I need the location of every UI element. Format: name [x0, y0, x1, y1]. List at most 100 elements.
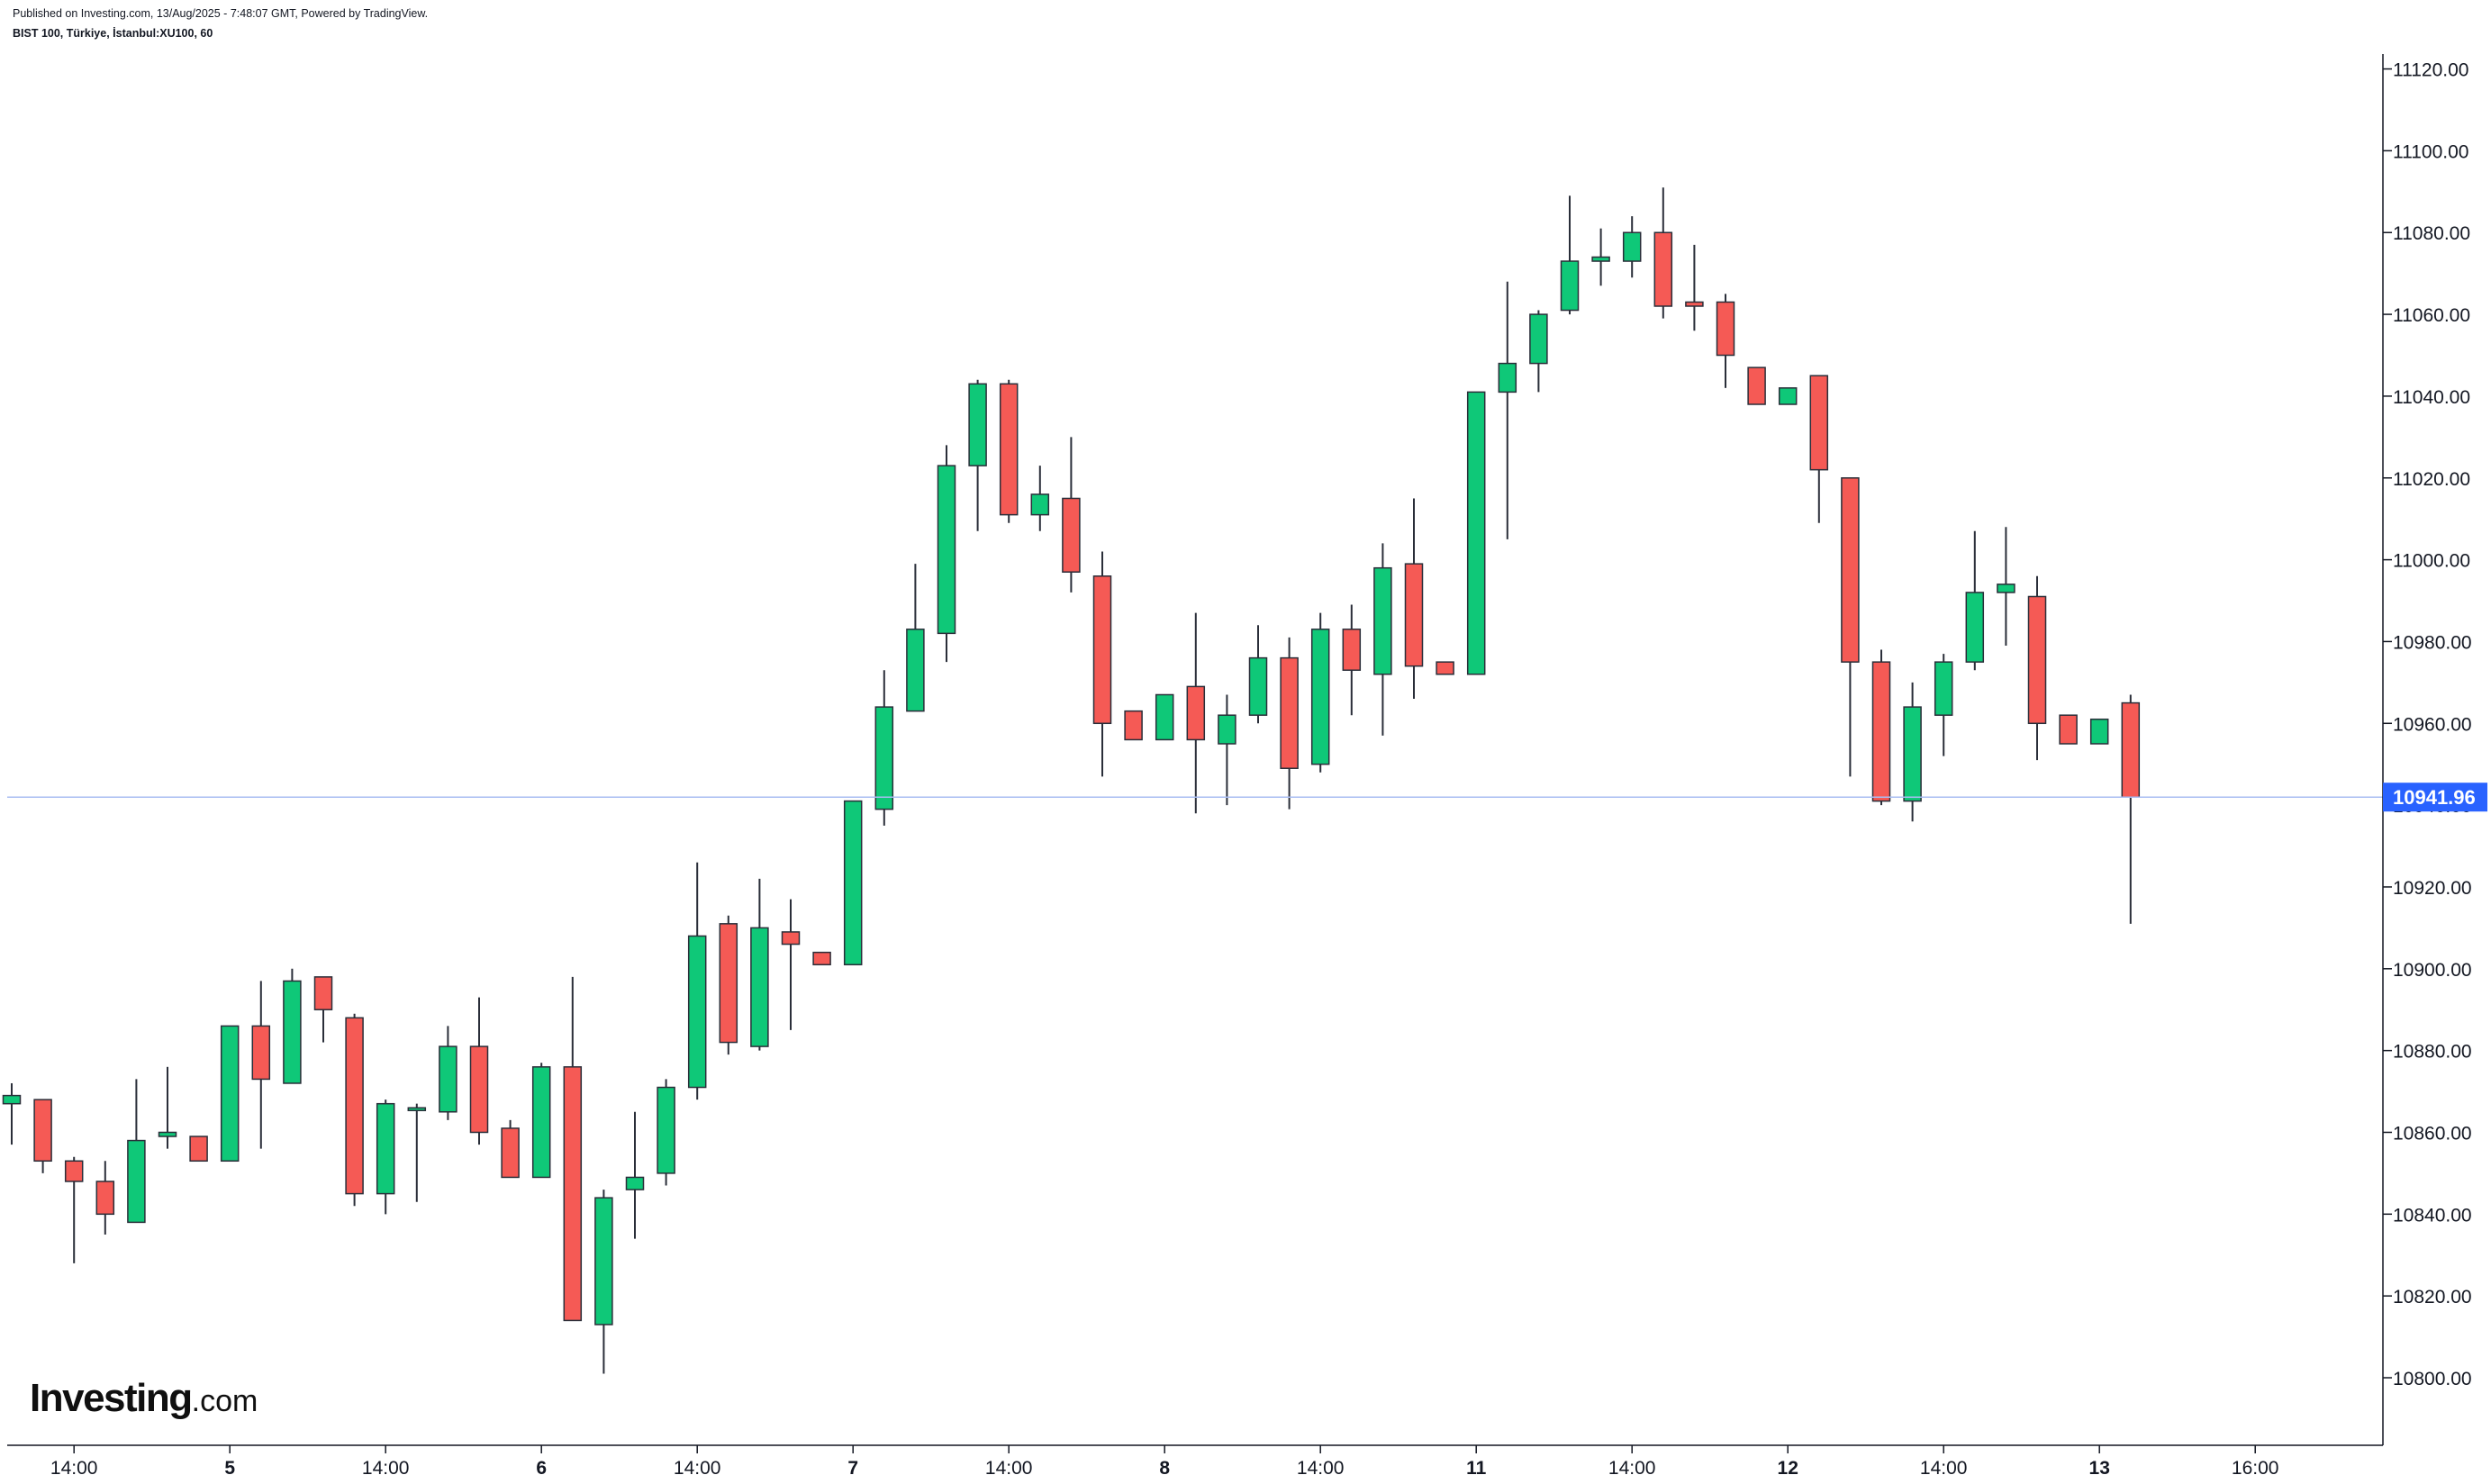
candle-body-up [407, 1107, 427, 1111]
time-tick-label: 5 [224, 1458, 235, 1479]
candle-body-up [906, 629, 925, 712]
candle-body-up [1560, 260, 1580, 312]
candle [283, 968, 302, 1084]
candle-body-down [95, 1181, 115, 1216]
candle-body-down [812, 951, 831, 966]
candle [1310, 612, 1330, 773]
time-tick-label: 14:00 [1297, 1458, 1345, 1479]
candle [1871, 649, 1891, 806]
candle [1997, 527, 2015, 646]
candle [469, 997, 489, 1145]
candle [1716, 294, 1735, 388]
candle-body-down [345, 1017, 364, 1195]
candle-body-down [64, 1160, 84, 1182]
candle-body-up [1498, 362, 1517, 394]
candle [189, 1136, 208, 1163]
candle [1934, 654, 1953, 756]
last-price-label: 10941.96 [2393, 786, 2476, 809]
candle-body-up [1155, 693, 1174, 741]
time-axis[interactable]: 14:00 5 14:00 6 14:00 7 14:00 8 14:00 11 14:00 12 14… [7, 1444, 2383, 1479]
candle [1030, 466, 1050, 531]
candle [1747, 366, 1766, 405]
time-tick-label: 11 [1466, 1458, 1487, 1479]
candle [1809, 375, 1829, 523]
candle [1248, 625, 1268, 724]
candle-body-up [657, 1086, 675, 1174]
symbol-title: BIST 100, Türkiye, İstanbul:XU100, 60 [13, 27, 213, 40]
candle-body-down [1809, 375, 1829, 471]
candle-body-up [1591, 256, 1610, 262]
candle [531, 1063, 551, 1179]
candle-body-up [376, 1102, 395, 1195]
candle-body-up [1248, 656, 1268, 716]
candle-body-up [1218, 714, 1236, 745]
candles-layer [2, 187, 2141, 1374]
candle [812, 951, 831, 966]
candle [127, 1079, 146, 1224]
candle [220, 1025, 240, 1163]
price-tick-label: 11100.00 [2393, 141, 2468, 162]
candle [687, 862, 707, 1100]
candle [999, 379, 1019, 523]
candle [1092, 551, 1112, 777]
candle [1466, 391, 1486, 675]
candle-body-down [33, 1099, 52, 1163]
candle [1903, 682, 1922, 822]
candle-body-up [843, 800, 863, 966]
time-tick-label: 14:00 [674, 1458, 721, 1479]
price-tick-label: 11120.00 [2393, 60, 2468, 81]
candle-body-up [1373, 566, 1392, 675]
candle [1560, 195, 1580, 315]
candle [1124, 710, 1143, 741]
candle-body-down [469, 1045, 489, 1134]
candle [594, 1190, 613, 1374]
candle-body-down [1186, 685, 1206, 741]
candle-body-down [781, 931, 801, 946]
published-note: Published on Investing.com, 13/Aug/2025 … [13, 7, 429, 20]
candle [407, 1103, 427, 1202]
candle [2121, 694, 2141, 924]
price-tick-label: 10920.00 [2393, 878, 2472, 899]
candle-body-up [1466, 391, 1486, 675]
candle-body-down [501, 1127, 520, 1179]
candle [750, 878, 769, 1051]
candle [563, 976, 583, 1322]
candle-body-down [1716, 301, 1735, 357]
price-tick-label: 11000.00 [2393, 551, 2470, 572]
candle-body-up [2, 1094, 22, 1105]
price-tick-label: 10960.00 [2393, 714, 2472, 735]
candle [1778, 387, 1798, 405]
candle-body-up [1997, 584, 2015, 593]
candle [1965, 530, 1985, 671]
candle-body-up [937, 465, 956, 635]
candle-body-down [1685, 301, 1704, 307]
price-tick-label: 10860.00 [2393, 1123, 2472, 1144]
candle-body-down [2059, 714, 2078, 745]
candle-body-up [1030, 493, 1050, 516]
candle-body-up [1903, 706, 1922, 802]
candle [2027, 575, 2047, 761]
price-axis[interactable]: 10800.00 10820.00 10840.00 10860.00 10880.00… [2382, 54, 2487, 1445]
candle [1529, 310, 1548, 393]
price-tick-label: 10980.00 [2393, 632, 2472, 653]
candle [781, 899, 801, 1030]
time-tick-label: 12 [1778, 1458, 1798, 1479]
time-tick-label: 13 [2089, 1458, 2110, 1479]
candle [1653, 187, 1673, 319]
candle [1841, 477, 1860, 777]
candle-body-down [313, 976, 333, 1010]
candle-body-up [874, 706, 894, 810]
candle-body-down [999, 383, 1019, 516]
candle-body-down [1342, 629, 1362, 671]
time-tick-label: 14:00 [1920, 1458, 1968, 1479]
candle [1498, 281, 1517, 539]
candle [2, 1082, 22, 1145]
candle [843, 800, 863, 966]
candle-body-up [594, 1197, 613, 1326]
candle-body-down [251, 1025, 271, 1081]
candle [937, 445, 956, 663]
candle [906, 564, 925, 712]
price-tick-label: 10880.00 [2393, 1042, 2472, 1063]
candle-body-up [1934, 661, 1953, 716]
